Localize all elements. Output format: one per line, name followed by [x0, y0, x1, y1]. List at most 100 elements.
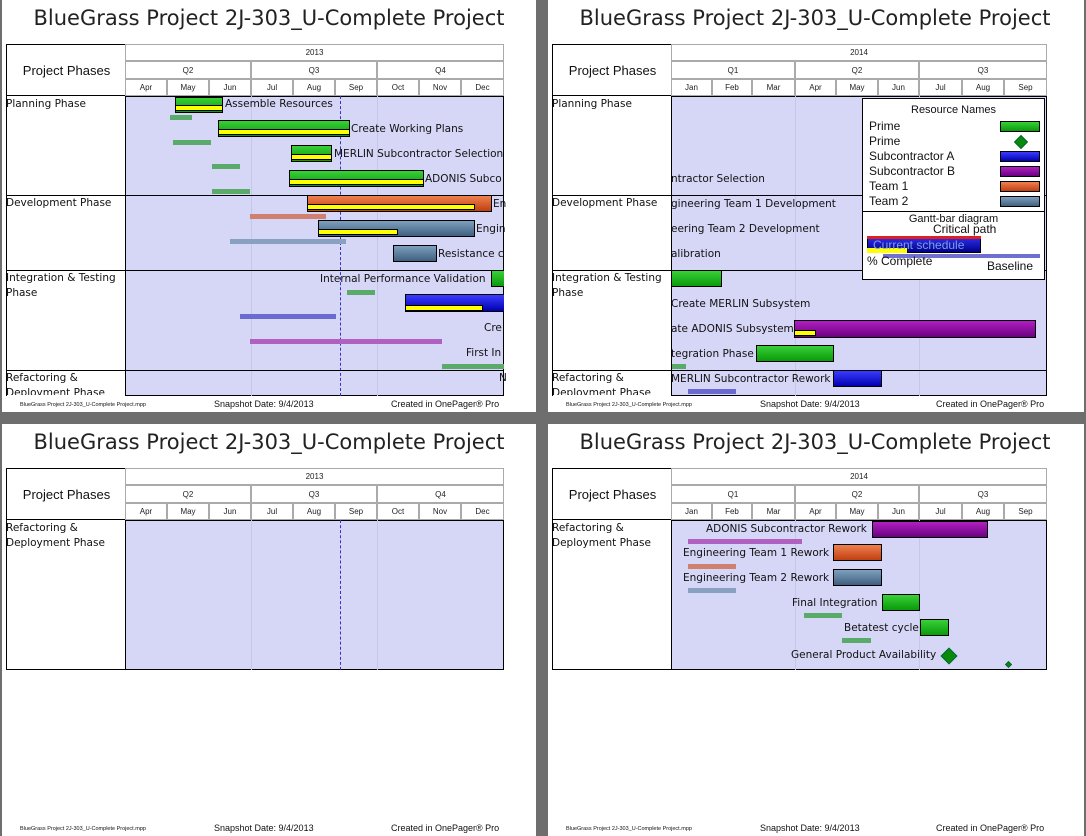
task-bar[interactable] [491, 270, 504, 287]
legend-swatch [1000, 151, 1040, 162]
task-bar[interactable] [794, 320, 1036, 338]
task-label: Create MERLIN Subsystem [671, 298, 811, 310]
phase-label-refactoring: Refactoring & Deployment Phase [6, 372, 105, 395]
task-label: ADONIS Subcontractor Rework [706, 523, 867, 535]
legend: Resource Names Prime Prime Subcontractor… [862, 98, 1045, 280]
task-label: alibration [671, 248, 721, 260]
month-cell: Oct [377, 79, 419, 96]
footer-file: BlueGrass Project 2J-303_U-Complete Proj… [20, 826, 146, 832]
quarter-cell: Q2 [125, 61, 251, 79]
month-cell: May [167, 79, 209, 96]
month-cell: Apr [125, 79, 167, 96]
page-title: BlueGrass Project 2J-303_U-Complete Proj… [33, 430, 505, 454]
month-cell: Apr [795, 79, 836, 96]
month-cell: Nov [419, 79, 461, 96]
phase-label-refactoring: Refactoring & Deployment Phase [552, 522, 651, 549]
phase-label-planning: Planning Phase [6, 98, 86, 110]
footer-file: BlueGrass Project 2J-303_U-Complete Proj… [20, 402, 146, 408]
legend-current: Current schedule [873, 238, 965, 252]
phase-label-development: Development Phase [552, 197, 658, 209]
legend-item: Prime [869, 119, 901, 133]
quarter-cell: Q2 [795, 485, 919, 503]
task-label: MERLIN Subcontractor Selection [334, 148, 504, 160]
month-cell: Mar [752, 503, 795, 520]
page-2014-planning: BlueGrass Project 2J-303_U-Complete Proj… [548, 0, 1084, 412]
task-label: Engineering Team 1 Rework [683, 547, 830, 559]
task-label: Engin [476, 223, 506, 235]
task-label: Betatest cycle [844, 622, 919, 634]
task-label: Resistance c [438, 248, 504, 260]
page-title: BlueGrass Project 2J-303_U-Complete Proj… [33, 6, 505, 30]
phase-column [552, 520, 672, 670]
month-cell: Oct [377, 503, 419, 520]
task-label: MERLIN Subcontractor Rework [671, 373, 831, 385]
month-cell: Sep [335, 79, 377, 96]
phase-label-refactoring: Refactoring & Deployment Phase [6, 522, 105, 549]
task-label: ADONIS Subco [425, 173, 502, 185]
year-cell: 2013 [125, 44, 504, 61]
task-label: eering Team 2 Development [671, 223, 820, 235]
month-cell: Jul [919, 79, 962, 96]
task-bar[interactable] [393, 245, 437, 262]
quarter-cell: Q1 [671, 485, 795, 503]
legend-item: Subcontractor B [869, 164, 956, 178]
quarter-cell: Q3 [919, 61, 1047, 79]
quarter-cell: Q3 [919, 485, 1047, 503]
task-bar[interactable] [882, 594, 920, 611]
quarter-cell: Q4 [377, 61, 504, 79]
month-cell: Jul [919, 503, 962, 520]
page-title: BlueGrass Project 2J-303_U-Complete Proj… [579, 6, 1051, 30]
footer-created: Created in OnePager® Pro [936, 823, 1045, 833]
phase-column [6, 520, 126, 670]
legend-pct: % Complete [867, 254, 933, 268]
year-cell: 2014 [671, 44, 1047, 61]
task-label: Cre [484, 322, 502, 334]
task-label: tegration Phase [671, 348, 754, 360]
month-cell: Jun [209, 503, 251, 520]
quarter-cell: Q2 [795, 61, 919, 79]
month-cell: Sep [335, 503, 377, 520]
task-bar[interactable] [672, 270, 722, 287]
phase-label-integration: Integration & Testing Phase [6, 272, 116, 299]
task-label: Internal Performance Validation [320, 273, 486, 285]
month-cell: Aug [962, 79, 1004, 96]
legend-gantt-title: Gantt-bar diagram [908, 213, 999, 225]
month-cell: Apr [795, 503, 836, 520]
task-bar[interactable] [756, 345, 834, 362]
month-cell: Apr [125, 503, 167, 520]
snapshot-date-line [340, 520, 341, 670]
legend-item: Team 1 [869, 179, 909, 193]
legend-item: Subcontractor A [869, 149, 955, 163]
project-phases-header: Project Phases [6, 468, 126, 520]
project-phases-header: Project Phases [6, 44, 126, 96]
snapshot-date-line [340, 96, 341, 396]
footer-snapshot: Snapshot Date: 9/4/2013 [760, 823, 860, 833]
task-bar[interactable] [920, 619, 949, 636]
task-bar[interactable] [833, 544, 882, 561]
footer-file: BlueGrass Project 2J-303_U-Complete Proj… [566, 402, 692, 408]
month-cell: Jun [209, 79, 251, 96]
month-cell: Jun [878, 503, 919, 520]
phase-label-refactoring: Refactoring & Deployment Phase [552, 372, 651, 395]
quarter-cell: Q3 [251, 61, 377, 79]
task-label: gineering Team 1 Development [671, 198, 836, 210]
legend-swatch [1000, 166, 1040, 177]
task-label: En [493, 198, 507, 210]
task-label: General Product Availability [791, 649, 937, 661]
legend-baseline: Baseline [987, 259, 1034, 273]
task-bar[interactable] [833, 569, 882, 586]
footer-created: Created in OnePager® Pro [391, 823, 500, 833]
task-label: Assemble Resources [225, 98, 333, 110]
month-cell: Feb [712, 503, 752, 520]
month-cell: Aug [962, 503, 1004, 520]
task-bar[interactable] [872, 521, 988, 538]
month-cell: Aug [293, 503, 335, 520]
task-label: First In [466, 347, 502, 359]
month-cell: Jun [878, 79, 919, 96]
month-cell: Sep [1004, 503, 1047, 520]
footer-snapshot: Snapshot Date: 9/4/2013 [214, 823, 314, 833]
month-cell: May [836, 503, 878, 520]
legend-swatch [1000, 121, 1040, 132]
task-bar[interactable] [833, 370, 882, 387]
month-cell: Jul [251, 503, 293, 520]
